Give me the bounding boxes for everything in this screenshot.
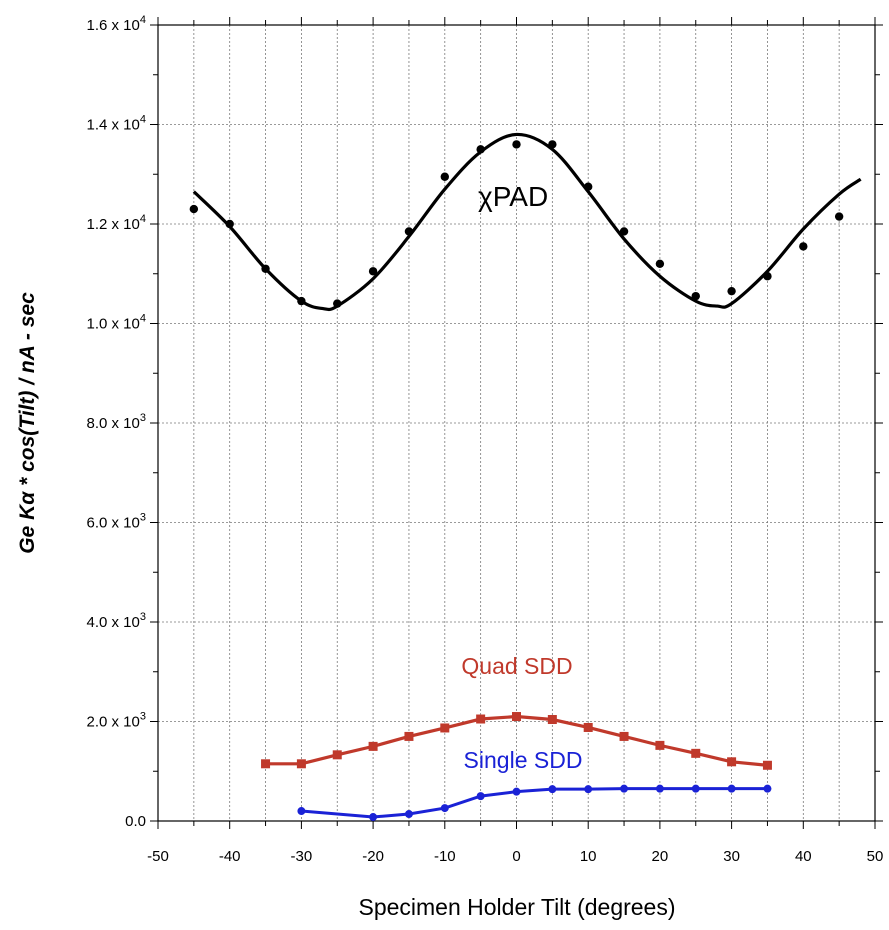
single-sdd-point	[297, 807, 306, 816]
xpad-point	[368, 267, 378, 276]
series-label-single-sdd: Single SDD	[464, 747, 583, 773]
x-tick-label: -40	[219, 848, 241, 865]
single-sdd-point	[691, 784, 700, 793]
series-label-xpad: χPAD	[478, 181, 548, 212]
xpad-point	[655, 259, 665, 268]
single-sdd-point	[404, 810, 413, 819]
x-tick-label: 10	[580, 848, 597, 865]
y-axis-title: Ge Kα * cos(Tilt) / nA - sec	[16, 292, 39, 554]
quad-sdd-point	[762, 760, 772, 770]
x-tick-label: -10	[434, 848, 456, 865]
quad-sdd-point	[261, 759, 271, 769]
y-tick-label: 6.0 x 103	[87, 512, 147, 532]
quad-sdd-point	[404, 731, 414, 741]
x-tick-label: 40	[795, 848, 812, 865]
xpad-point	[189, 204, 199, 214]
xpad-point	[261, 264, 270, 273]
single-sdd-line	[301, 787, 768, 819]
xpad-point	[404, 227, 414, 236]
single-sdd-point	[727, 784, 736, 793]
y-tick-label: 1.0 x 104	[87, 313, 147, 333]
single-sdd-point	[584, 785, 593, 794]
quad-sdd-point	[727, 757, 737, 767]
single-sdd-point	[476, 792, 485, 801]
x-tick-label: -50	[147, 848, 169, 865]
y-tick-label: 4.0 x 103	[87, 611, 147, 631]
single-sdd-point	[369, 813, 378, 822]
y-tick-label: 1.2 x 104	[87, 213, 147, 233]
single-sdd-point	[512, 787, 521, 796]
quad-sdd-point	[296, 759, 306, 769]
series-layer	[189, 132, 862, 822]
quad-sdd-point	[332, 750, 342, 760]
xpad-point	[727, 286, 736, 296]
xpad-point	[799, 242, 808, 251]
series-label-quad-sdd: Quad SDD	[461, 653, 572, 679]
quad-sdd-point	[655, 740, 665, 750]
quad-sdd-point	[583, 722, 593, 732]
x-tick-label: -30	[291, 848, 313, 865]
xpad-point	[584, 182, 593, 191]
quad-sdd-point	[440, 723, 450, 733]
xpad-point	[548, 140, 557, 149]
xpad-point	[619, 227, 629, 236]
quad-sdd-point	[476, 714, 486, 724]
xpad-point	[691, 291, 700, 301]
xpad-point	[225, 219, 234, 229]
xpad-fit-line	[192, 132, 862, 312]
xpad-point	[763, 272, 772, 281]
x-tick-label: 20	[652, 848, 669, 865]
xpad-point	[512, 140, 521, 149]
axis-ticks	[150, 17, 883, 829]
y-tick-label: 8.0 x 103	[87, 412, 147, 432]
quad-sdd-point	[368, 741, 378, 751]
x-tick-label: 0	[512, 848, 520, 865]
quad-sdd-point	[547, 715, 557, 725]
quad-sdd-point	[691, 748, 701, 758]
y-tick-label: 2.0 x 103	[87, 711, 147, 731]
y-tick-label: 1.4 x 104	[87, 114, 147, 134]
single-sdd-point	[620, 784, 629, 793]
y-tick-label: 0.0	[125, 813, 146, 830]
grid-lines	[158, 25, 875, 821]
x-tick-label: 30	[723, 848, 740, 865]
xpad-point	[834, 212, 844, 221]
single-sdd-point	[440, 804, 449, 813]
x-tick-labels: -50 -40 -30 -20 -10 0 10 20 30 40 50	[147, 848, 883, 865]
x-tick-label: -20	[362, 848, 384, 865]
quad-sdd-point	[512, 712, 521, 722]
single-sdd-point	[548, 785, 557, 794]
y-tick-labels: 0.0 2.0 x 103 4.0 x 103 6.0 x 103 8.0 x 103 1…	[87, 14, 147, 830]
xpad-point	[440, 172, 449, 181]
quad-sdd-point	[619, 731, 629, 741]
xpad-point	[476, 145, 485, 154]
xpad-point	[297, 296, 306, 306]
x-axis-title: Specimen Holder Tilt (degrees)	[358, 894, 675, 920]
x-tick-label: 50	[867, 848, 884, 865]
single-sdd-point	[763, 784, 772, 793]
single-sdd-point	[655, 784, 664, 793]
xpad-point	[333, 299, 342, 308]
y-tick-label: 1.6 x 104	[87, 14, 147, 34]
